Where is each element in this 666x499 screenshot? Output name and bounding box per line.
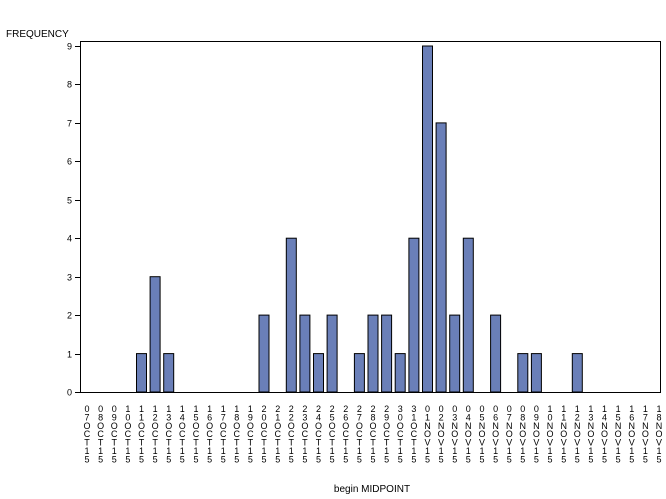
bar — [449, 314, 461, 393]
y-tick-label: 2 — [67, 311, 72, 321]
bar — [313, 353, 324, 393]
bar — [353, 353, 365, 393]
bar — [149, 276, 161, 393]
y-axis-title: FREQUENCY — [6, 29, 69, 40]
bar — [394, 353, 406, 393]
y-tick-label: 3 — [67, 273, 72, 283]
bar — [462, 237, 474, 393]
bar — [422, 45, 433, 393]
y-axis: 0 1 2 3 4 5 6 7 8 9 — [67, 42, 80, 398]
bar — [571, 353, 583, 393]
y-tick-label: 5 — [67, 196, 72, 206]
bar — [326, 314, 338, 393]
bar — [381, 314, 393, 393]
bar — [299, 314, 311, 393]
bar — [530, 353, 542, 393]
bar — [435, 122, 447, 393]
x-axis: 0 7 O C T 1 5 0 8 O C T 1 5 0 9 O C T 1 5 1 0 O C T 1 5 1 1 O C T 1 5 1 2 O C T… — [83, 404, 662, 464]
y-tick-label: 1 — [67, 350, 72, 360]
y-tick-label: 9 — [67, 42, 72, 52]
bar — [517, 353, 529, 393]
bar — [136, 353, 147, 393]
bar — [285, 237, 297, 393]
y-tick-label: 4 — [67, 234, 72, 244]
bar — [163, 353, 175, 393]
bar — [490, 314, 502, 393]
bar — [258, 314, 270, 393]
y-tick-label: 0 — [67, 388, 72, 398]
x-axis-title: begin MIDPOINT — [334, 484, 410, 495]
bars — [136, 45, 583, 393]
bar — [408, 237, 420, 393]
y-tick-label: 8 — [67, 80, 72, 90]
y-tick-label: 6 — [67, 157, 72, 167]
bar — [367, 314, 379, 393]
y-tick-label: 7 — [67, 119, 72, 129]
